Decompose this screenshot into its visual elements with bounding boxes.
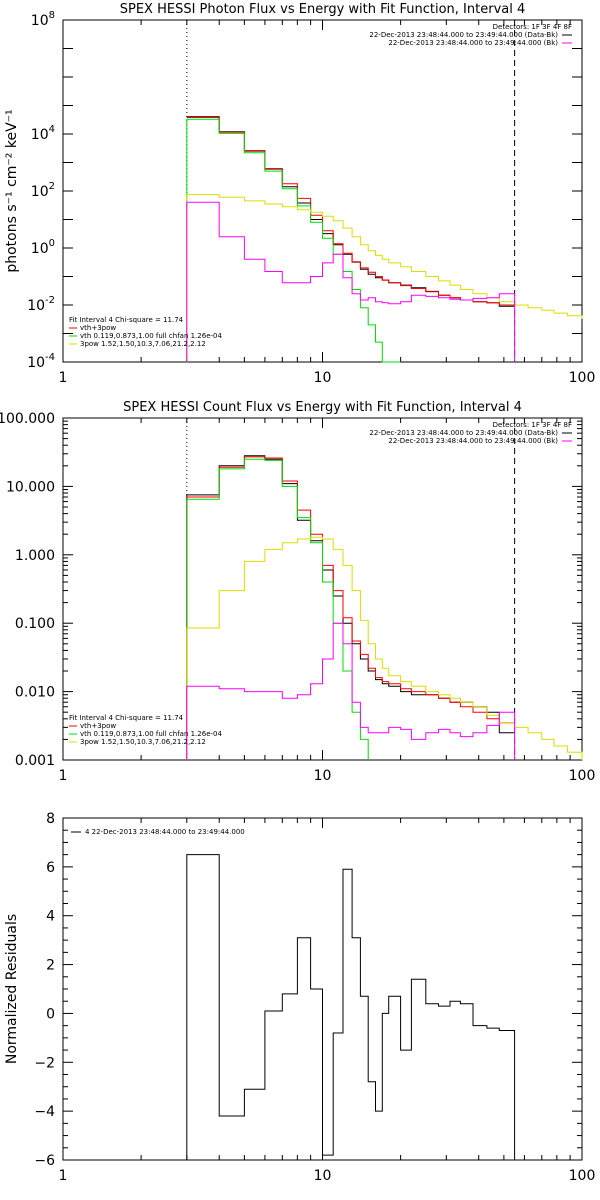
legend-label: vth+3pow (80, 722, 116, 730)
y-tick-exponent: -2 (45, 295, 55, 306)
y-tick-exponent: -4 (45, 352, 55, 363)
series-line (186, 536, 515, 760)
y-tick-base: 10 (27, 355, 45, 371)
y-tick-base: 10 (27, 298, 45, 314)
y-tick-label: 10.000 (6, 479, 55, 495)
y-tick-label: −2 (34, 1055, 55, 1071)
y-tick-base: 10 (31, 127, 49, 143)
y-tick-label: 2 (46, 958, 55, 974)
x-tick-label: 10 (314, 370, 332, 386)
residuals-panel: 1 10 100 −6 −4 −2 0 2 4 6 8 Normalized Residuals 4 2… (4, 811, 595, 1184)
series-line (186, 201, 516, 362)
y-tick-label: 10-4 (27, 352, 55, 371)
series-line (186, 117, 515, 306)
series-line (186, 194, 515, 362)
series-line (186, 854, 516, 1160)
y-tick-label: 0.100 (15, 616, 55, 632)
legend-label: vth 0.119,0.873,1.00 full chfan 1.26e-04 (80, 730, 222, 738)
y-tick-label: 100.000 (0, 411, 55, 427)
y-tick-label: 4 (46, 909, 55, 925)
y-tick-exponent: 0 (49, 238, 55, 249)
y-tick-label: 6 (46, 860, 55, 876)
series-line (514, 304, 583, 319)
x-tick-label: 1 (59, 1168, 68, 1184)
series-line (186, 118, 401, 363)
x-tick-label: 10 (314, 768, 332, 784)
y-tick-label: 102 (31, 181, 55, 200)
y-tick-label: 104 (31, 124, 55, 143)
series-line (514, 726, 583, 760)
legend-label: 4 22-Dec-2013 23:48:44.000 to 23:49:44.0… (85, 828, 245, 836)
legend-header: Detectors: 1F 3F 4F 8F (493, 421, 572, 429)
y-tick-exponent: 8 (49, 10, 55, 21)
legend-label: 3pow 1.52,1.50,10.3,7.06,21.2,2.12 (80, 340, 206, 348)
x-tick-label: 100 (569, 768, 596, 784)
series-line (186, 458, 369, 760)
y-tick-base: 10 (31, 184, 49, 200)
legend-header: Fit Interval 4 Chi-square = 11.74 (69, 714, 184, 722)
legend-label: vth 0.119,0.873,1.00 full chfan 1.26e-04 (80, 332, 222, 340)
y-tick-label: 10-2 (27, 295, 55, 314)
x-tick-label: 1 (59, 370, 68, 386)
y-tick-label: 108 (31, 10, 55, 29)
legend-label: 22-Dec-2013 23:48:44.000 to 23:49:44.000… (388, 39, 558, 47)
y-tick-label: 0 (46, 1006, 55, 1022)
y-tick-label: 1.000 (15, 548, 55, 564)
legend-label: 22-Dec-2013 23:48:44.000 to 23:49:44.000… (388, 437, 558, 445)
x-tick-label: 100 (569, 370, 596, 386)
y-tick-label: 100 (31, 238, 55, 257)
y-axis-title: Normalized Residuals (4, 914, 20, 1064)
legend-label: vth+3pow (80, 324, 116, 332)
y-tick-label: 0.010 (15, 685, 55, 701)
legend-label: 22-Dec-2013 23:48:44.000 to 23:49:44.000… (369, 31, 558, 39)
chart-title: SPEX HESSI Count Flux vs Energy with Fit… (123, 400, 522, 415)
legend-label: 22-Dec-2013 23:48:44.000 to 23:49:44.000… (369, 429, 558, 437)
y-tick-label: −6 (34, 1153, 55, 1169)
chart-title: SPEX HESSI Photon Flux vs Energy with Fi… (120, 2, 526, 17)
y-tick-label: −4 (34, 1104, 55, 1120)
y-tick-base: 10 (31, 13, 49, 29)
x-tick-label: 1 (59, 768, 68, 784)
series-line (186, 622, 516, 760)
y-axis-title: photons s⁻¹ cm⁻² keV⁻¹ (4, 109, 20, 272)
legend-header: Detectors: 1F 3F 4F 8F (493, 23, 572, 31)
y-tick-exponent: 4 (49, 124, 55, 135)
y-tick-label: 8 (46, 811, 55, 827)
x-tick-label: 100 (569, 1168, 596, 1184)
y-tick-label: 0.001 (15, 753, 55, 769)
legend-label: 3pow 1.52,1.50,10.3,7.06,21.2,2.12 (80, 738, 206, 746)
count-flux-panel: 1 10 100 0.001 0.010 0.100 1.000 10.000 100.000 S… (0, 400, 595, 784)
x-tick-label: 10 (314, 1168, 332, 1184)
legend-header: Fit Interval 4 Chi-square = 11.74 (69, 316, 184, 324)
y-tick-base: 10 (31, 241, 49, 257)
y-tick-exponent: 2 (49, 181, 55, 192)
